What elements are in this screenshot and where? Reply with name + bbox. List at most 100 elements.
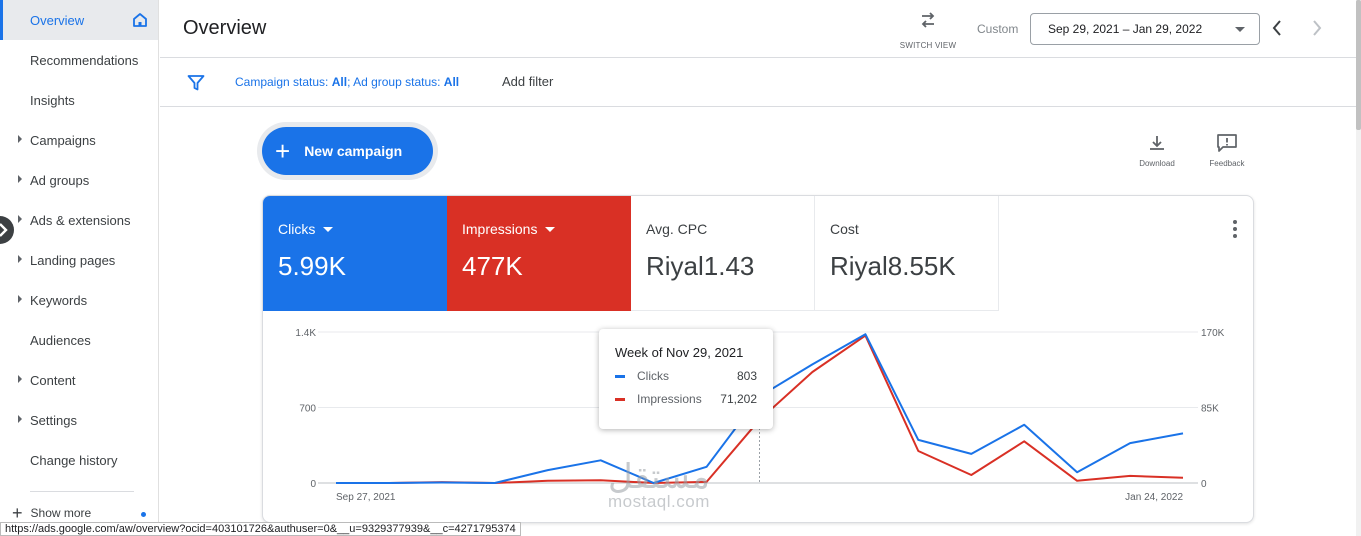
left-axis-tick-label: 700: [299, 404, 316, 415]
campaign-status-label: Campaign status:: [235, 75, 332, 89]
sidebar-divider: [30, 491, 134, 492]
sidebar-item-content[interactable]: Content: [0, 360, 158, 400]
x-axis-tick-label: Sep 27, 2021: [336, 492, 396, 503]
adgroup-status-label: ; Ad group status:: [347, 75, 444, 89]
filter-bar: Campaign status: All; Ad group status: A…: [160, 59, 1356, 107]
switch-view-button[interactable]: SWITCH VIEW: [896, 10, 960, 50]
sidebar-item-label: Landing pages: [30, 252, 116, 268]
notification-dot: [141, 512, 146, 517]
page-title: Overview: [183, 17, 267, 39]
metric-value: 477K: [462, 251, 523, 281]
caret-right-icon: [18, 255, 22, 263]
watermark-arabic: مستقل: [608, 457, 710, 497]
caret-right-icon: [18, 295, 22, 303]
right-axis-tick-label: 85K: [1201, 404, 1219, 415]
page-scrollbar[interactable]: [1356, 0, 1361, 536]
plus-icon: +: [275, 136, 291, 166]
tooltip-series-name: Impressions: [637, 392, 702, 406]
sidebar-item-label: Content: [30, 372, 76, 388]
tooltip-series-value: 803: [736, 369, 757, 383]
sidebar-item-label: Keywords: [30, 292, 88, 308]
sidebar-item-overview[interactable]: Overview: [0, 0, 158, 40]
scrollbar-thumb[interactable]: [1356, 0, 1361, 130]
add-filter-button[interactable]: Add filter: [502, 74, 554, 89]
tooltip-series-value: 71,202: [720, 392, 757, 406]
sidebar-nav: Overview Recommendations Insights Campaigns…: [0, 0, 158, 480]
caret-right-icon: [18, 375, 22, 383]
campaign-status-value: All: [331, 75, 348, 89]
metric-impressions[interactable]: Impressions 477K: [447, 196, 631, 311]
performance-card: Clicks 5.99K Impressions 477K Avg. CPC R…: [262, 195, 1254, 523]
caret-right-icon: [18, 215, 22, 223]
sidebar-item-label: Ad groups: [30, 172, 90, 188]
metric-value: Riyal1.43: [646, 251, 755, 281]
sidebar-item-audiences[interactable]: Audiences: [0, 320, 158, 360]
date-range-value: Sep 29, 2021 – Jan 29, 2022: [1048, 22, 1203, 36]
filter-icon: [187, 75, 205, 91]
dropdown-arrow-icon: [545, 226, 556, 232]
show-more-label: Show more: [30, 506, 92, 520]
chart-tooltip: Week of Nov 29, 2021 Clicks 803 Impressi…: [599, 329, 773, 429]
sidebar-item-label: Overview: [30, 12, 85, 28]
collapse-sidebar-button[interactable]: [0, 216, 14, 244]
sidebar-item-change-history[interactable]: Change history: [0, 440, 158, 480]
header: Overview SWITCH VIEW Custom Sep 29, 2021…: [160, 0, 1356, 58]
caret-right-icon: [18, 415, 22, 423]
previous-period-button[interactable]: [1270, 18, 1284, 43]
caret-right-icon: [18, 175, 22, 183]
sidebar-item-insights[interactable]: Insights: [0, 80, 158, 120]
sidebar-item-settings[interactable]: Settings: [0, 400, 158, 440]
caret-right-icon: [18, 135, 22, 143]
filter-button[interactable]: [187, 74, 205, 97]
sidebar-item-label: Audiences: [30, 332, 91, 348]
active-filters[interactable]: Campaign status: All; Ad group status: A…: [235, 75, 459, 89]
feedback-label: Feedback: [1209, 159, 1245, 168]
sidebar: Overview Recommendations Insights Campaigns…: [0, 0, 159, 536]
status-bar-url: https://ads.google.com/aw/overview?ocid=…: [0, 522, 521, 536]
metric-label: Clicks: [278, 221, 316, 237]
sidebar-item-ads-extensions[interactable]: Ads & extensions: [0, 200, 158, 240]
metric-avg-cpc[interactable]: Avg. CPC Riyal1.43: [631, 196, 815, 311]
metric-clicks[interactable]: Clicks 5.99K: [263, 196, 447, 311]
metric-value: 5.99K: [278, 251, 346, 281]
metric-cost[interactable]: Cost Riyal8.55K: [815, 196, 999, 311]
watermark-latin: mostaql.com: [608, 492, 710, 511]
right-axis-tick-label: 0: [1201, 479, 1207, 490]
tooltip-row-clicks: Clicks 803: [615, 369, 757, 383]
sidebar-item-keywords[interactable]: Keywords: [0, 280, 158, 320]
chevron-right-icon: [1313, 20, 1322, 36]
switch-view-label: SWITCH VIEW: [899, 41, 957, 50]
date-range-select[interactable]: Sep 29, 2021 – Jan 29, 2022: [1030, 13, 1260, 45]
sidebar-item-recommendations[interactable]: Recommendations: [0, 40, 158, 80]
sidebar-item-label: Ads & extensions: [30, 212, 131, 228]
more-options-icon[interactable]: [1233, 220, 1237, 241]
x-axis-tick-label: Jan 24, 2022: [1125, 492, 1183, 503]
feedback-icon: [1217, 134, 1237, 152]
legend-swatch: [615, 397, 625, 401]
adgroup-status-value: All: [443, 75, 460, 89]
metric-label: Avg. CPC: [646, 221, 708, 237]
swap-icon: [921, 12, 935, 28]
sidebar-item-label: Settings: [30, 412, 77, 428]
feedback-button[interactable]: Feedback: [1205, 133, 1249, 168]
sidebar-item-label: Campaigns: [30, 132, 96, 148]
sidebar-item-landing-pages[interactable]: Landing pages: [0, 240, 158, 280]
sidebar-item-campaigns[interactable]: Campaigns: [0, 120, 158, 160]
next-period-button[interactable]: [1310, 18, 1324, 43]
dropdown-arrow-icon: [1235, 27, 1245, 32]
legend-swatch: [615, 374, 625, 378]
download-label: Download: [1139, 159, 1175, 168]
download-button[interactable]: Download: [1136, 133, 1178, 168]
show-more-button[interactable]: + Show more: [12, 504, 91, 522]
sidebar-item-label: Recommendations: [30, 52, 139, 68]
right-axis-tick-label: 170K: [1201, 328, 1225, 339]
new-campaign-label: New campaign: [304, 143, 403, 159]
plus-icon: +: [12, 503, 23, 523]
dropdown-arrow-icon: [323, 226, 334, 232]
new-campaign-button[interactable]: + New campaign: [262, 127, 433, 175]
sidebar-item-ad-groups[interactable]: Ad groups: [0, 160, 158, 200]
home-icon: [133, 13, 147, 27]
chevron-left-icon: [1272, 20, 1281, 36]
watermark: مستقل mostaql.com: [608, 460, 710, 512]
chevron-right-icon: [0, 223, 8, 237]
